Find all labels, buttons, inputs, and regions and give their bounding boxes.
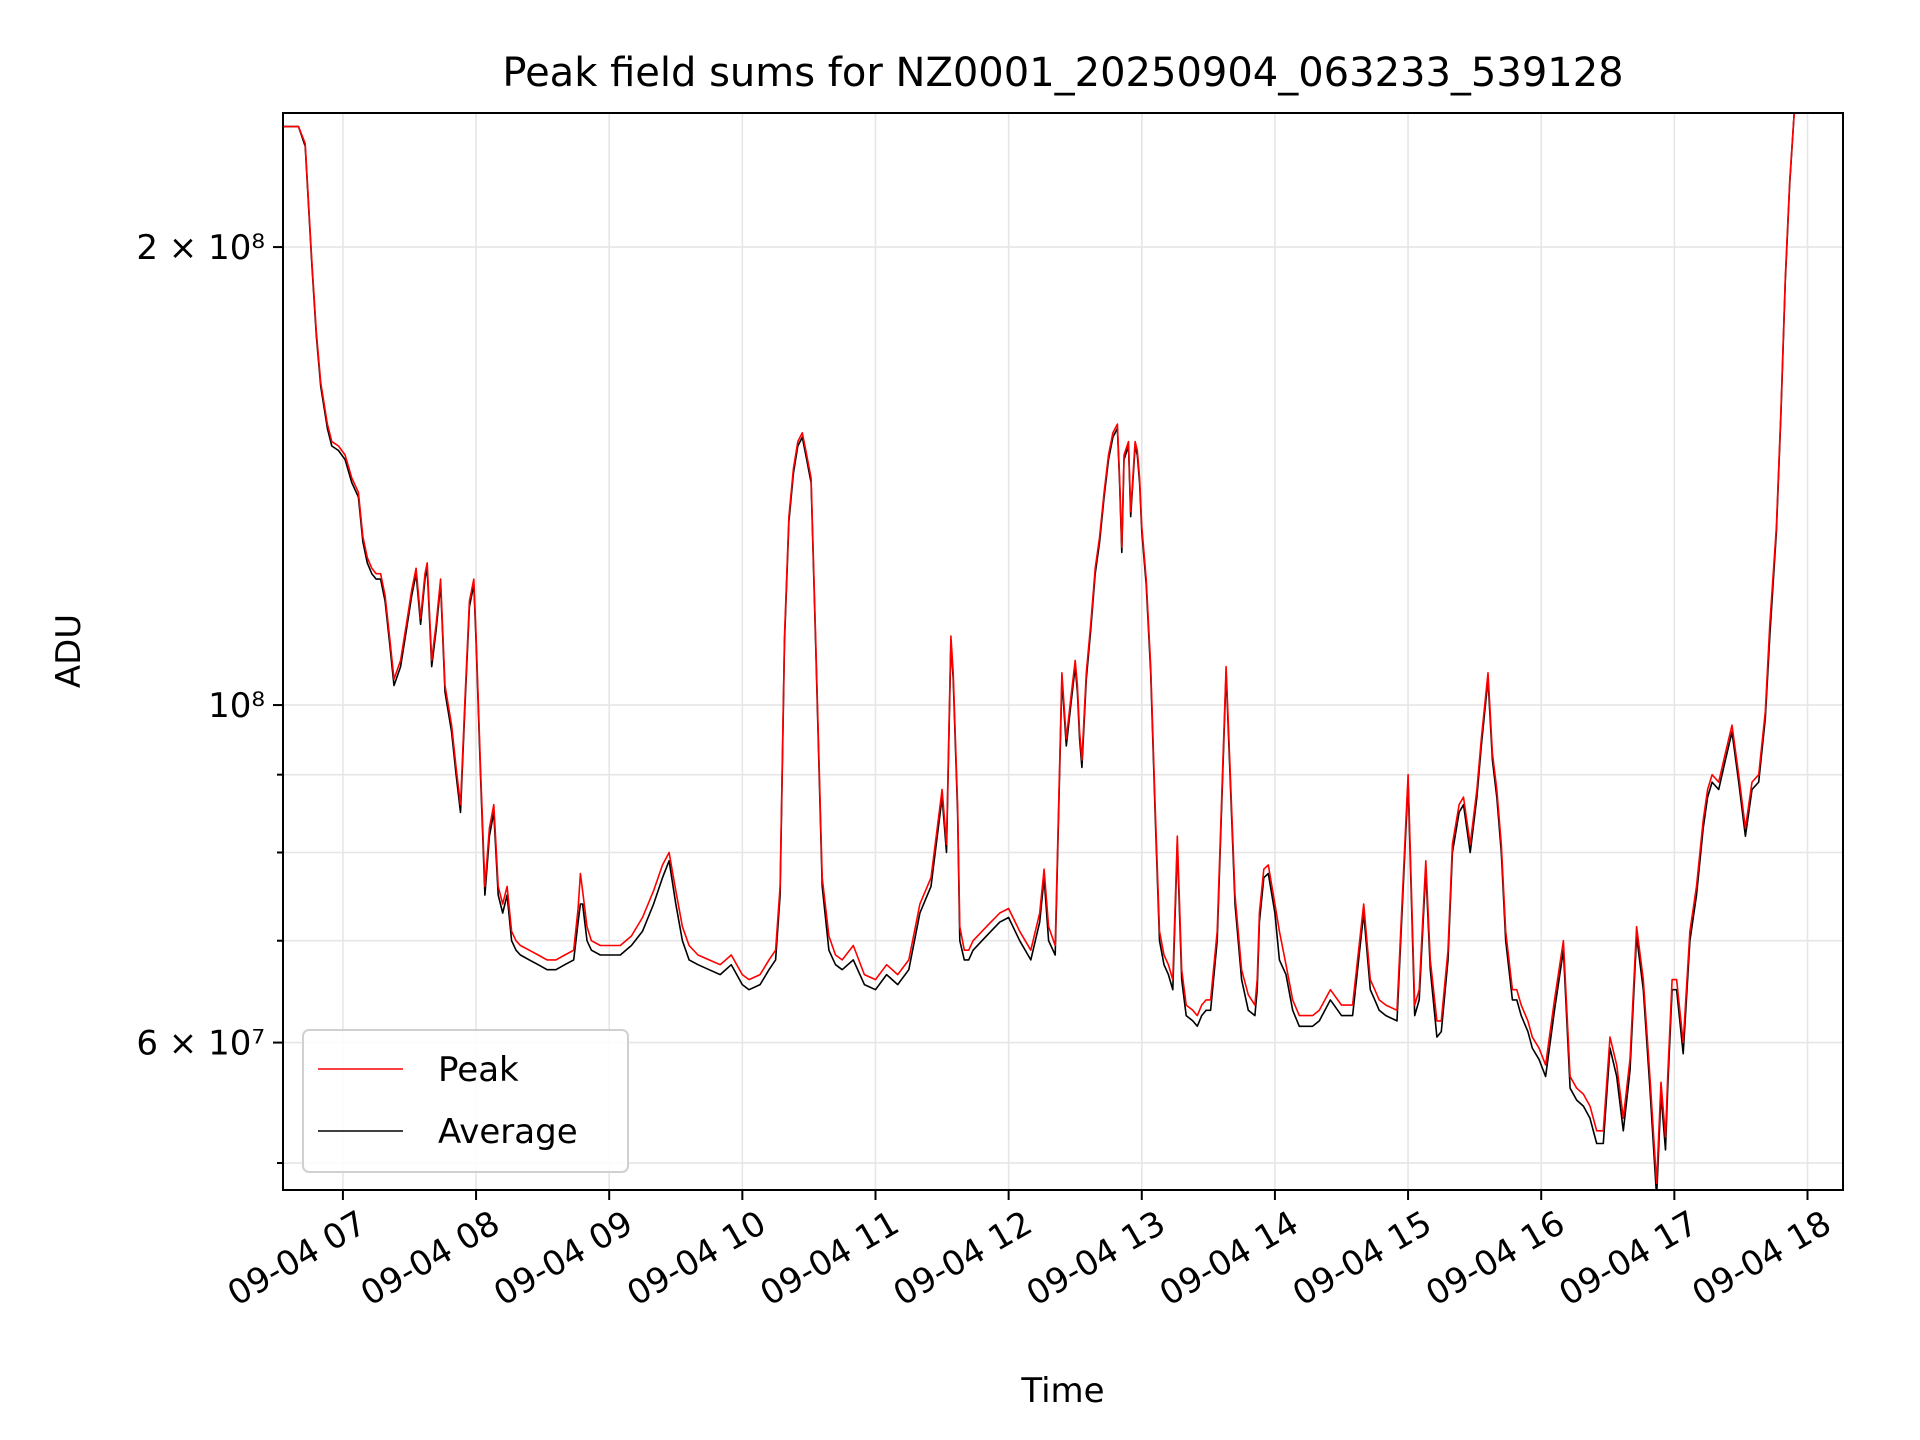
series-line-peak (283, 113, 1799, 1184)
y-tick-label: 2 × 10⁸ (136, 228, 265, 268)
y-tick-label: 6 × 10⁷ (136, 1024, 265, 1064)
plot-area-frame (282, 112, 1844, 1191)
legend: Peak Average (302, 1029, 629, 1173)
legend-box (302, 1029, 629, 1173)
chart-title: Peak field sums for NZ0001_20250904_0632… (502, 50, 1623, 96)
legend-label-peak: Peak (438, 1050, 519, 1090)
x-axis-label: Time (1020, 1371, 1104, 1411)
y-axis-ticks: 6 × 10⁷ 10⁸ 2 × 10⁸ (136, 228, 283, 1165)
y-axis-label: ADU (49, 614, 89, 688)
series-lines (283, 113, 1799, 1190)
series-peak (283, 113, 1799, 1184)
legend-label-average: Average (438, 1112, 578, 1152)
y-tick-label: 10⁸ (208, 686, 265, 726)
